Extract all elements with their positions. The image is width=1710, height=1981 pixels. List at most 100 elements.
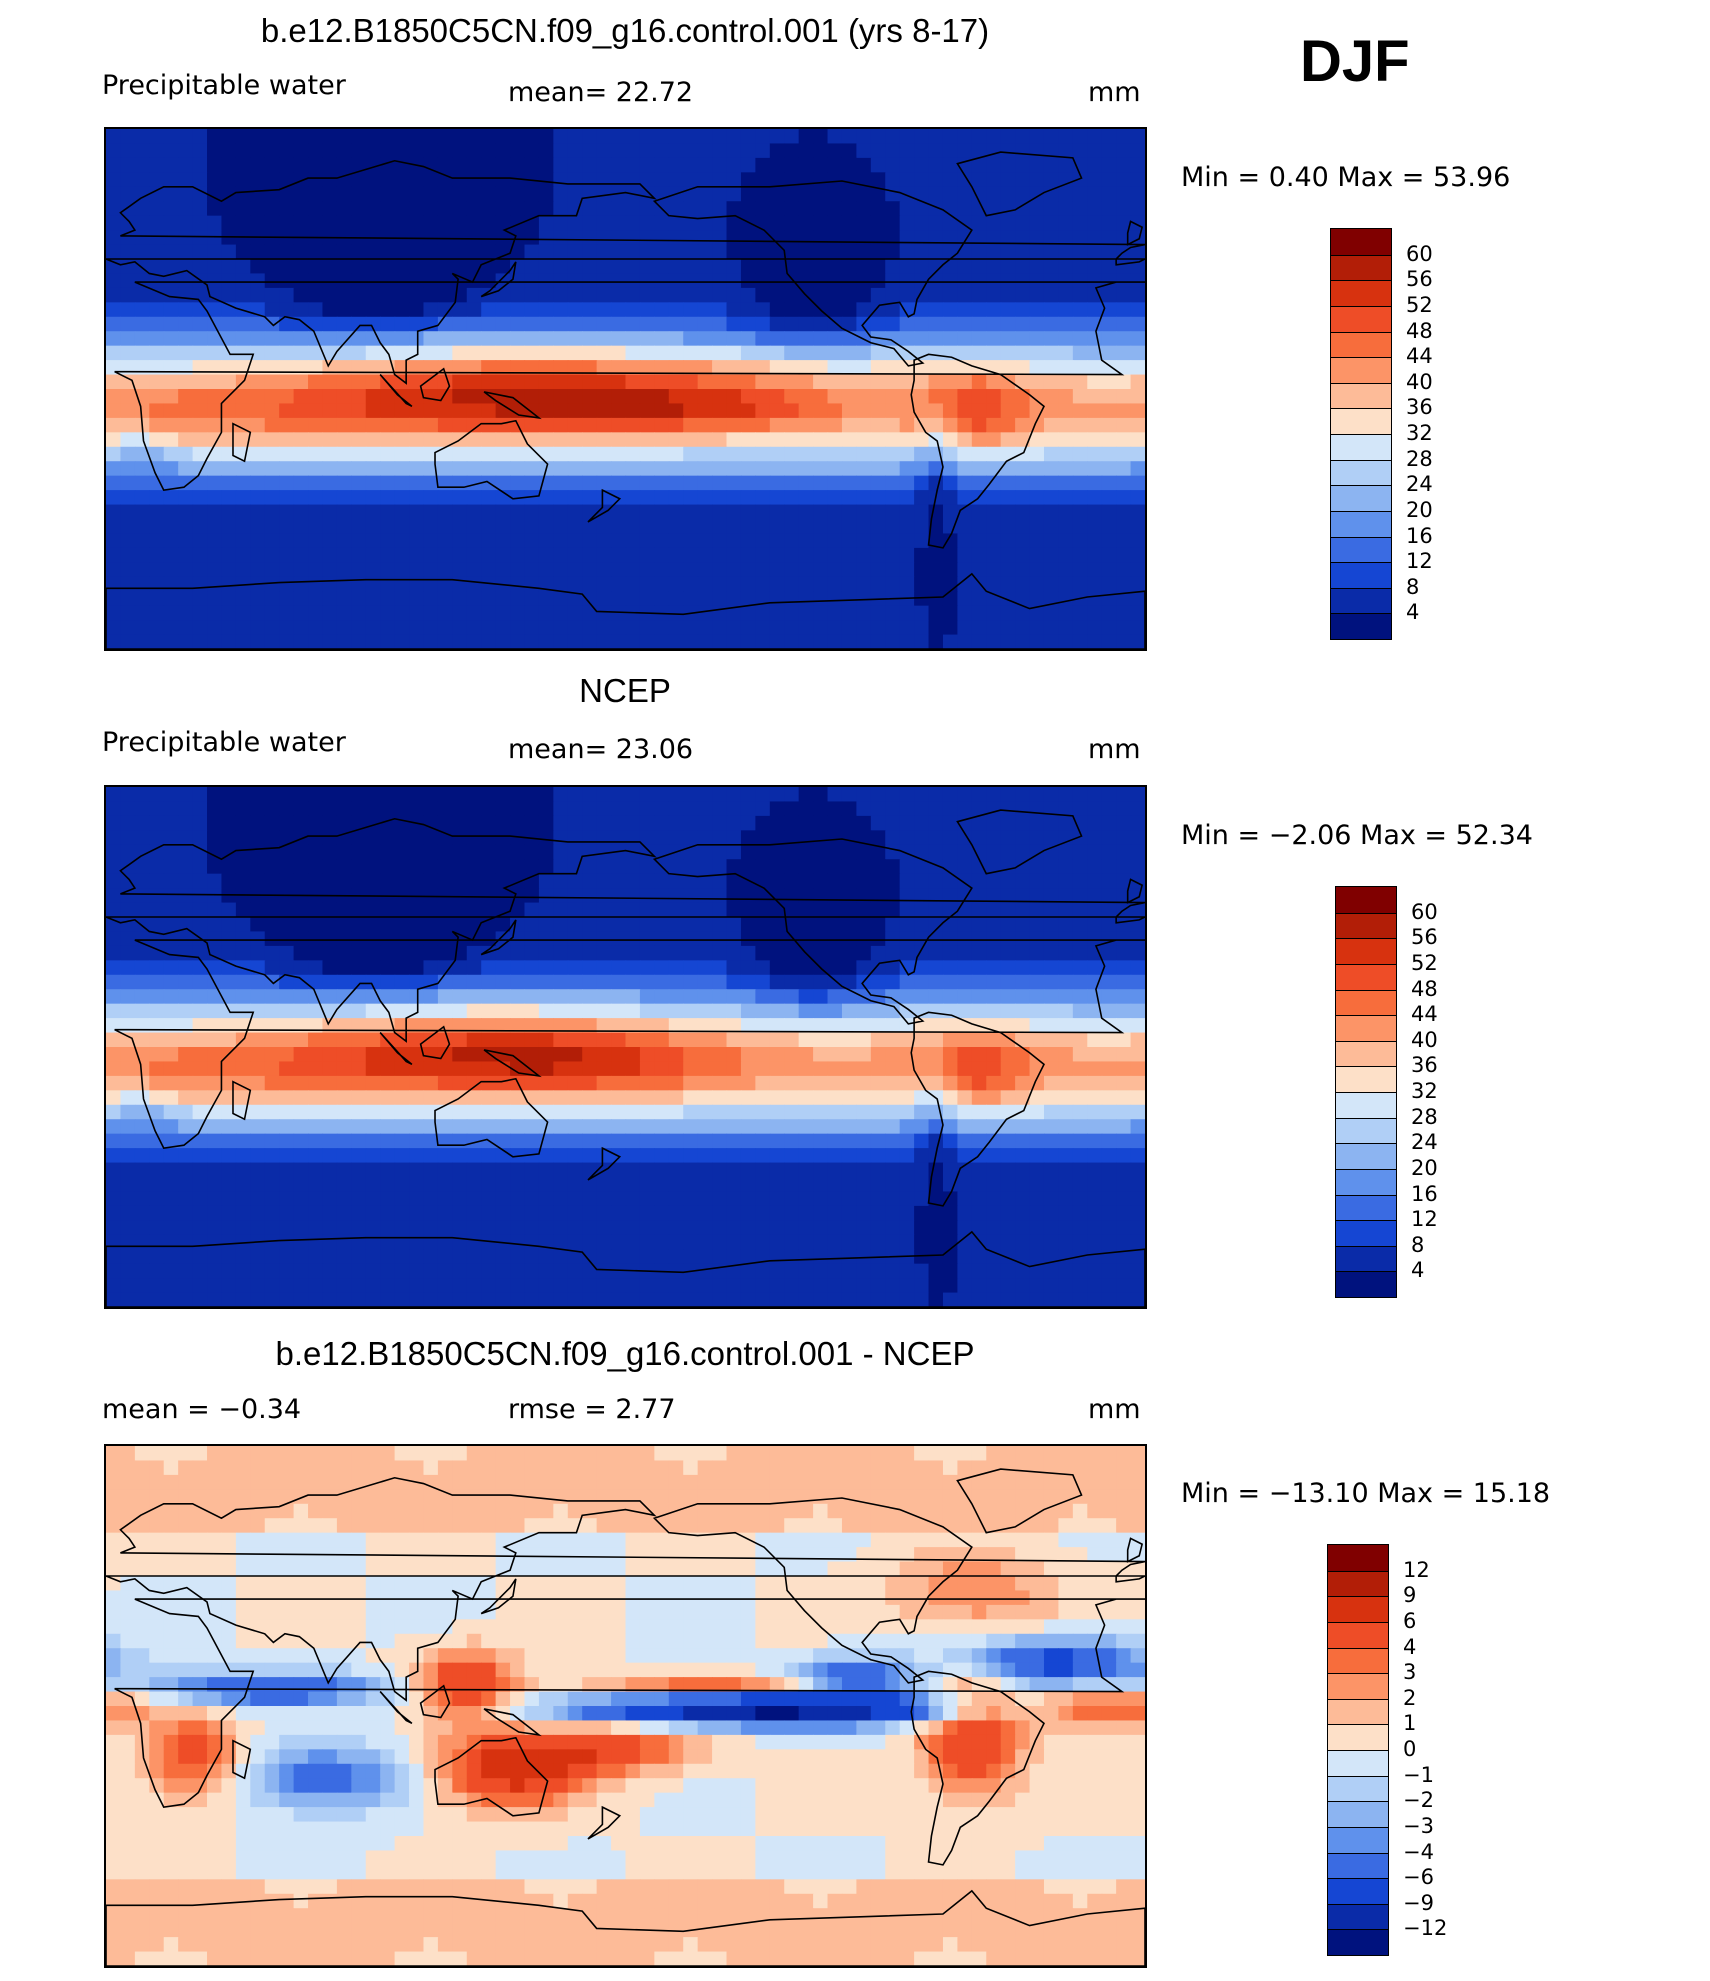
map-cell	[726, 1191, 742, 1207]
map-cell	[149, 562, 165, 578]
map-cell	[423, 331, 439, 347]
map-cell	[192, 859, 208, 875]
map-cell	[380, 859, 396, 875]
map-cell	[769, 519, 785, 535]
map-cell	[942, 547, 959, 563]
map-cell	[134, 504, 150, 520]
map-cell	[538, 345, 554, 361]
map-cell	[712, 1234, 728, 1250]
map-cell	[740, 605, 756, 621]
map-cell	[120, 345, 136, 361]
map-cell	[524, 1249, 540, 1265]
map-cell	[986, 345, 1002, 361]
map-cell	[899, 316, 915, 332]
map-cell	[1087, 1133, 1103, 1149]
map-cell	[452, 417, 468, 433]
map-cell	[163, 316, 179, 332]
map-cell	[596, 801, 612, 817]
map-cell	[1101, 1018, 1117, 1034]
map-cell	[712, 787, 728, 803]
map-cell	[827, 446, 843, 462]
map-cell	[726, 374, 742, 390]
map-cell	[553, 273, 569, 289]
map-cell	[437, 1162, 453, 1178]
map-cell	[163, 815, 179, 831]
map-cell	[899, 475, 915, 491]
map-cell	[452, 244, 468, 260]
map-cell	[336, 917, 352, 933]
map-cell	[149, 1148, 165, 1164]
map-cell	[726, 230, 742, 246]
map-cell	[134, 844, 150, 860]
map-cell	[639, 461, 655, 477]
map-cell	[192, 446, 208, 462]
map-cell	[654, 989, 670, 1005]
map-cell	[538, 902, 554, 918]
map-cell	[827, 815, 843, 831]
map-cell	[726, 1148, 742, 1164]
map-cell	[308, 273, 324, 289]
map-cell	[192, 475, 208, 491]
map-cell	[639, 331, 655, 347]
map-cell	[437, 1148, 453, 1164]
map-cell	[538, 1148, 554, 1164]
map-cell	[394, 172, 410, 188]
map-cell	[1015, 888, 1031, 904]
map-cell	[798, 902, 814, 918]
map-cell	[899, 902, 915, 918]
map-cell	[683, 1220, 699, 1236]
map-cell	[409, 1018, 425, 1034]
map-cell	[798, 576, 814, 592]
map-cell	[971, 620, 987, 636]
map-cell	[221, 259, 237, 275]
map-cell	[668, 1133, 684, 1149]
map-cell	[394, 1205, 410, 1221]
map-cell	[582, 974, 598, 990]
map-cell	[1029, 974, 1045, 990]
coastline	[434, 419, 549, 500]
map-cell	[798, 403, 814, 419]
map-cell	[870, 461, 886, 477]
map-cell	[813, 1061, 829, 1077]
map-cell	[365, 172, 381, 188]
map-cell	[668, 605, 684, 621]
map-cell	[409, 974, 425, 990]
map-cell	[207, 1177, 223, 1193]
map-cell	[712, 1191, 728, 1207]
map-cell	[1058, 576, 1074, 592]
map-cell	[423, 931, 439, 947]
map-cell	[1101, 787, 1117, 803]
map-cell	[1087, 917, 1103, 933]
map-cell	[1058, 859, 1074, 875]
map-cell	[264, 873, 280, 889]
map-cell	[308, 287, 324, 303]
map-cell	[149, 446, 165, 462]
map-cell	[625, 1177, 641, 1193]
map-cell	[510, 989, 526, 1005]
map-cell	[1000, 576, 1016, 592]
map-cell	[452, 1177, 468, 1193]
map-cell	[423, 1018, 439, 1034]
map-cell	[250, 859, 266, 875]
map-cell	[351, 873, 367, 889]
colorbar-swatch	[1331, 587, 1391, 614]
map-cell	[1015, 1018, 1031, 1034]
map-cell	[336, 446, 352, 462]
map-cell	[740, 917, 756, 933]
map-cell	[1058, 1205, 1074, 1221]
map-cell	[885, 1047, 901, 1063]
map-cell	[755, 446, 771, 462]
map-cell	[510, 888, 526, 904]
map-cell	[1130, 547, 1145, 563]
map-cell	[611, 873, 627, 889]
map-cell	[365, 316, 381, 332]
map-cell	[351, 201, 367, 217]
map-cell	[769, 1148, 785, 1164]
map-cell	[899, 620, 915, 636]
map-cell	[769, 129, 785, 145]
map-cell	[1043, 244, 1060, 260]
map-cell	[1072, 787, 1088, 803]
map-cell	[914, 1191, 930, 1207]
map-cell	[510, 591, 526, 607]
map-cell	[510, 1191, 526, 1207]
